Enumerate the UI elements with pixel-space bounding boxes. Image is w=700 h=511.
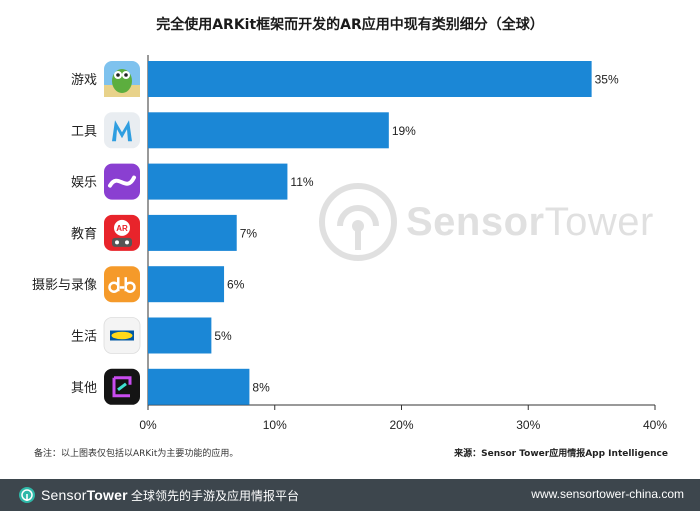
category-label: 生活: [71, 330, 97, 345]
data-label: 7%: [240, 226, 258, 240]
category-label: 其他: [71, 381, 97, 396]
footer-bar: SensorTower 全球领先的手游及应用情报平台 www.sensortow…: [0, 479, 700, 511]
bar: [148, 61, 592, 97]
source-note: 来源：Sensor Tower应用情报App Intelligence: [454, 449, 668, 459]
category-label: 游戏: [71, 73, 97, 88]
data-label: 11%: [290, 175, 313, 189]
bar: [148, 163, 288, 200]
chart-title: 完全使用ARKit框架而开发的AR应用中现有类别细分（全球）: [156, 17, 544, 33]
sensortower-logo-icon: [19, 487, 35, 503]
data-label: 5%: [214, 329, 232, 343]
category-label: 娱乐: [71, 176, 97, 191]
bar: [148, 214, 237, 251]
neon-frame-app-icon: [104, 368, 140, 405]
x-tick-label: 0%: [139, 418, 157, 432]
footer-tagline: 全球领先的手游及应用情报平台: [131, 489, 300, 503]
ikea-app-icon: [103, 317, 141, 354]
dinosaur-game-icon: [104, 61, 140, 97]
ar-robot-app-icon: AR: [104, 214, 140, 251]
data-label: 19%: [392, 124, 416, 138]
category-label: 摄影与录像: [32, 278, 97, 293]
bar: [148, 368, 250, 405]
x-tick-label: 40%: [643, 418, 667, 432]
x-tick-label: 30%: [516, 418, 540, 432]
bar: [148, 266, 225, 303]
data-label: 6%: [227, 278, 245, 292]
footer-url[interactable]: www.sensortower-china.com: [531, 487, 684, 501]
category-label: 工具: [71, 124, 97, 139]
x-tick-label: 10%: [263, 418, 287, 432]
bar: [148, 317, 212, 354]
data-label: 8%: [252, 380, 270, 394]
category-label: 教育: [71, 226, 97, 242]
m-ruler-app-icon: [104, 112, 140, 149]
footnote: 备注：以上图表仅包括以ARKit为主要功能的应用。: [34, 449, 239, 459]
dub-app-icon: [104, 266, 140, 303]
bar: [148, 112, 389, 149]
svg-text:AR: AR: [116, 224, 128, 233]
data-label: 35%: [595, 73, 619, 87]
x-tick-label: 20%: [389, 418, 413, 432]
purple-ribbon-app-icon: [104, 163, 140, 200]
footer-brand[interactable]: SensorTower: [18, 486, 128, 504]
